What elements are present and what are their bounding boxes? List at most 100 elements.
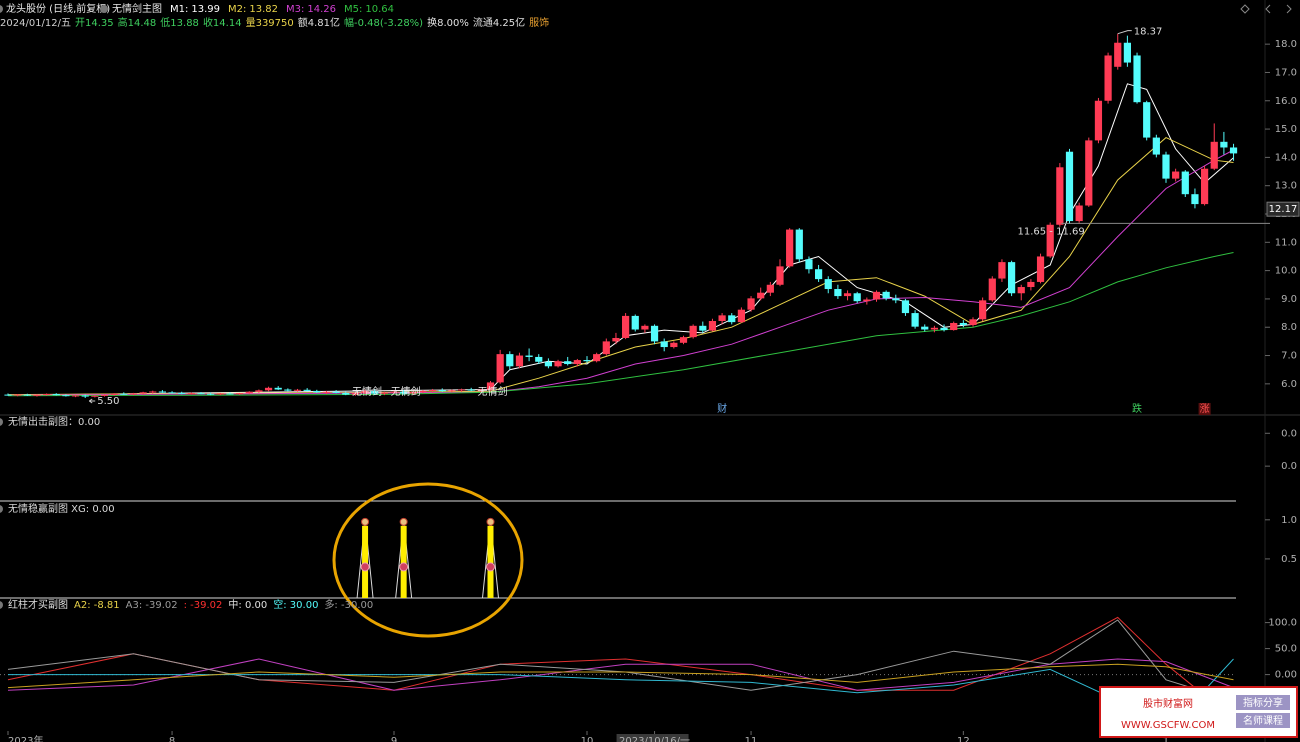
candle-body: [892, 298, 900, 301]
ma-line: [7, 252, 1234, 397]
y-tick-label: 50.0: [1275, 644, 1297, 655]
candle-body: [457, 389, 466, 391]
icon: [0, 505, 3, 513]
event-label: 跌: [1132, 402, 1142, 415]
candle-body: [1027, 281, 1035, 288]
candle-body: [1056, 167, 1064, 225]
x-tick-label: 10: [581, 736, 594, 742]
candle-body: [1123, 42, 1131, 63]
candle-body: [43, 394, 51, 396]
legend-value: 10.64: [365, 4, 394, 15]
x-tick-label: 2023/10/16/一: [619, 736, 690, 742]
header-row: 2024/01/12/五 开14.35 高14.48 低13.88 收14.14 量339…: [0, 16, 549, 29]
y-tick-label: 6.0: [1281, 379, 1297, 390]
candle-body: [843, 293, 852, 297]
icon: [100, 5, 108, 13]
candle-body: [245, 391, 253, 394]
candle-body: [988, 278, 996, 301]
candle-body: [71, 395, 80, 397]
candle-body: [1229, 147, 1238, 154]
candle-body: [1200, 168, 1209, 205]
legend-item: : -39.02: [184, 600, 223, 611]
legend-value: 14.26: [307, 4, 336, 15]
quote-item: 高14.48: [118, 16, 157, 29]
legend-item: A2: -8.81: [74, 600, 120, 611]
y-tick-label: 0.00: [1275, 670, 1297, 681]
icon: [0, 5, 3, 13]
spike-dot: [360, 562, 370, 572]
candle-body: [872, 291, 881, 300]
candle-body: [525, 355, 533, 357]
icon[interactable]: [1286, 4, 1292, 14]
candle-body: [81, 395, 89, 397]
candle-body: [564, 361, 572, 365]
candle-body: [477, 389, 485, 391]
candle-body: [940, 327, 948, 331]
signal-label: 无情剑: [352, 385, 382, 398]
candle-body: [1094, 100, 1103, 141]
quote-item: 2024/01/12/五: [0, 18, 71, 29]
candle-body: [351, 393, 360, 395]
candle-body: [409, 392, 417, 394]
watermark-tag-bg: [1236, 695, 1290, 710]
legend-item: 多: -30.00: [324, 598, 373, 611]
low-marker: [88, 398, 96, 404]
candle-body: [786, 229, 794, 267]
candle-body: [14, 394, 22, 396]
legend-name: M3:: [286, 4, 304, 15]
event-box: [1198, 403, 1211, 415]
icon[interactable]: [1265, 4, 1271, 14]
x-tick-highlight: [616, 734, 689, 742]
candle-body: [737, 309, 745, 323]
candle-body: [400, 391, 408, 394]
candle-body: [1210, 141, 1218, 169]
candle-body: [1181, 171, 1189, 195]
candle-body: [1152, 137, 1160, 155]
y-tick-label: 18.0: [1275, 39, 1297, 50]
candle-body: [1065, 151, 1074, 222]
candle-body: [573, 360, 581, 365]
event-label: 财: [717, 402, 727, 415]
indicator-line: [7, 663, 1234, 689]
candle-body: [284, 389, 292, 391]
candle-body: [178, 392, 186, 394]
watermark-url: WWW.GSCFW.COM: [1121, 720, 1215, 731]
event-label: 涨: [1200, 403, 1210, 415]
spike-flame: [486, 517, 495, 526]
header-row: 无情稳赢副图 XG: 0.00: [8, 502, 115, 515]
quote-item: 幅-0.48(-3.28%): [344, 16, 423, 29]
candle-body: [1046, 224, 1054, 257]
candle-body: [1075, 205, 1083, 222]
candle-body: [1143, 102, 1151, 138]
quote-item: 开14.35: [75, 18, 114, 29]
legend-item: 红柱才买副图: [8, 598, 68, 611]
candle-body: [602, 341, 610, 355]
candle-body: [515, 355, 524, 367]
watermark-tag-bg: [1236, 713, 1290, 728]
candle-body: [496, 354, 504, 383]
header-row: 龙头股份 (日线,前复权): [6, 2, 110, 15]
header-row: 无情出击副图：0.00: [8, 415, 100, 428]
spike-dot: [399, 562, 409, 572]
y-tick-label: 7.0: [1281, 351, 1297, 362]
quote-item: 额4.81亿: [298, 16, 340, 29]
header-text: 无情剑主图: [112, 2, 162, 15]
candle-body: [622, 315, 630, 338]
candle-body: [313, 390, 321, 393]
candle-body: [959, 322, 967, 325]
y-tick-label: 8.0: [1281, 322, 1297, 333]
candle-body: [139, 392, 147, 394]
candle-body: [448, 390, 456, 392]
candle-body: [814, 269, 823, 280]
candle-body: [380, 392, 388, 394]
candle-body: [1036, 256, 1045, 282]
candle-body: [255, 390, 263, 392]
x-tick-label: 2023年: [8, 734, 43, 742]
icon[interactable]: [1240, 4, 1250, 14]
candle-body: [207, 393, 215, 395]
candle-body: [679, 337, 688, 343]
high-marker: [1117, 30, 1132, 35]
candle-body: [4, 394, 12, 396]
